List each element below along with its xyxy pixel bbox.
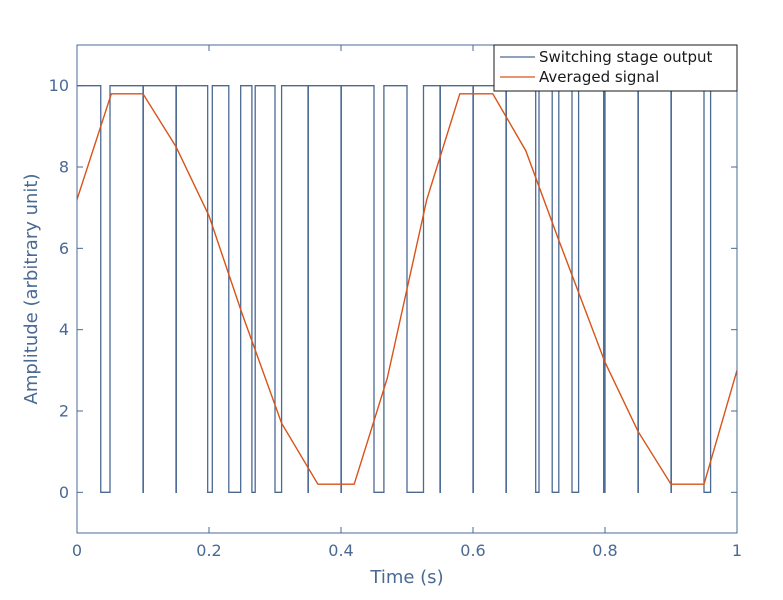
x-axis-label: Time (s) (369, 567, 443, 588)
x-tick-label: 0.8 (592, 541, 617, 560)
y-tick-label: 8 (59, 158, 69, 177)
x-tick-label: 0 (72, 541, 82, 560)
y-axis-label: Amplitude (arbitrary unit) (21, 173, 42, 404)
plot-frame (76, 44, 738, 534)
y-tick-label: 2 (59, 402, 69, 421)
legend-label-switching: Switching stage output (539, 48, 713, 66)
averaged-signal-line (77, 93, 737, 485)
y-tick-label: 0 (59, 483, 69, 502)
x-tick-label: 0.4 (328, 541, 353, 560)
legend-box (493, 44, 738, 92)
x-tick-label: 0.2 (196, 541, 221, 560)
y-tick-label: 10 (49, 76, 69, 95)
x-tick-label: 1 (732, 541, 742, 560)
switching-output-line (77, 85, 737, 493)
legend: Switching stage output Averaged signal (493, 44, 738, 92)
x-tick-label: 0.6 (460, 541, 485, 560)
series-layer (77, 85, 737, 493)
legend-label-averaged: Averaged signal (539, 68, 659, 86)
y-tick-label: 4 (59, 320, 69, 339)
y-tick-label: 6 (59, 239, 69, 258)
